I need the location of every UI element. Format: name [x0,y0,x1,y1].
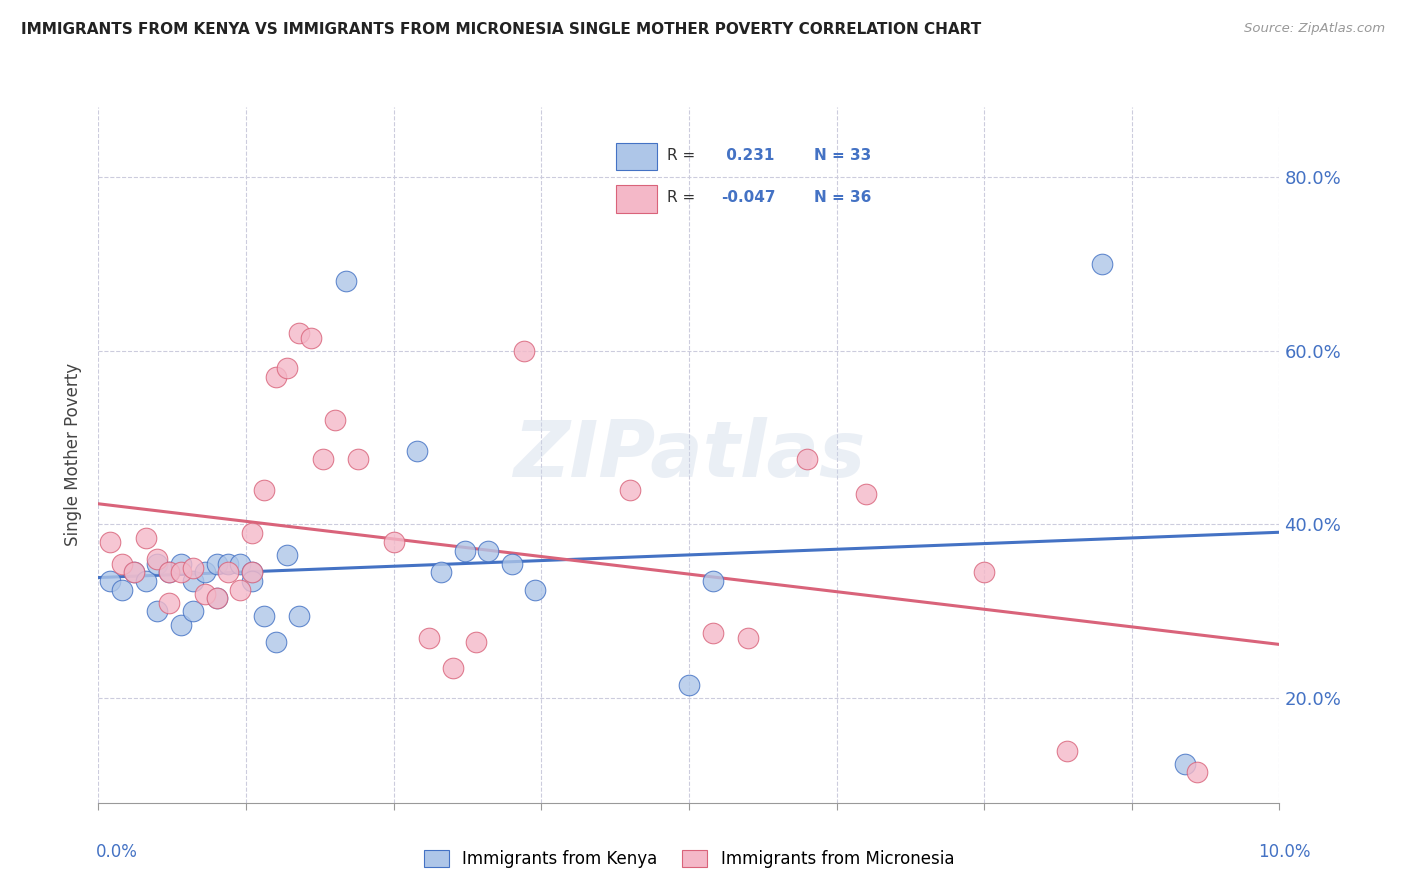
Point [135,574,157,588]
Point [1185,765,1208,780]
Point [441,661,464,675]
Point [264,369,287,384]
Point [382,534,405,549]
Point [181,605,204,619]
Point [253,483,276,497]
Point [135,531,157,545]
Legend: Immigrants from Kenya, Immigrants from Micronesia: Immigrants from Kenya, Immigrants from M… [418,843,960,874]
Point [170,617,193,632]
Point [276,361,298,376]
Point [217,566,239,580]
Text: Source: ZipAtlas.com: Source: ZipAtlas.com [1244,22,1385,36]
Point [796,452,818,467]
Point [465,635,488,649]
Point [217,557,239,571]
Point [702,574,724,588]
Point [312,452,335,467]
Text: N = 36: N = 36 [814,190,870,205]
Text: N = 33: N = 33 [814,148,870,163]
Point [181,574,204,588]
Point [1174,756,1197,771]
Point [157,566,180,580]
Text: 10.0%: 10.0% [1258,843,1310,861]
Point [205,591,228,606]
FancyBboxPatch shape [616,186,657,212]
Point [1091,257,1114,271]
Point [973,566,995,580]
Y-axis label: Single Mother Poverty: Single Mother Poverty [65,363,83,547]
Text: R =: R = [666,148,700,163]
Point [181,561,204,575]
Point [240,566,263,580]
Point [335,274,357,288]
Text: 0.231: 0.231 [721,148,775,163]
Point [477,543,499,558]
Point [288,608,311,623]
Point [240,526,263,541]
Point [240,574,263,588]
Text: 0.0%: 0.0% [96,843,138,861]
Point [678,678,700,692]
Point [347,452,370,467]
Point [418,631,440,645]
Point [111,557,134,571]
Point [146,605,169,619]
Point [619,483,641,497]
Point [430,566,453,580]
Point [122,566,145,580]
Text: -0.047: -0.047 [721,190,776,205]
Point [157,596,180,610]
Point [288,326,311,340]
Point [406,443,429,458]
Point [122,566,145,580]
Point [524,582,547,597]
Point [170,557,193,571]
Point [253,608,276,623]
Point [98,574,121,588]
Point [157,566,180,580]
Point [264,635,287,649]
Point [229,582,252,597]
Point [229,557,252,571]
Text: R =: R = [666,190,700,205]
Text: ZIPatlas: ZIPatlas [513,417,865,493]
Point [453,543,475,558]
FancyBboxPatch shape [616,143,657,169]
Point [1056,744,1078,758]
Point [194,587,217,601]
Point [323,413,346,427]
Point [299,330,322,344]
Point [512,343,534,358]
Point [276,548,298,562]
Point [702,626,724,640]
Text: IMMIGRANTS FROM KENYA VS IMMIGRANTS FROM MICRONESIA SINGLE MOTHER POVERTY CORREL: IMMIGRANTS FROM KENYA VS IMMIGRANTS FROM… [21,22,981,37]
Point [146,552,169,566]
Point [205,557,228,571]
Point [737,631,759,645]
Point [855,487,877,501]
Point [240,566,263,580]
Point [205,591,228,606]
Point [98,534,121,549]
Point [146,557,169,571]
Point [501,557,523,571]
Point [194,566,217,580]
Point [170,566,193,580]
Point [111,582,134,597]
